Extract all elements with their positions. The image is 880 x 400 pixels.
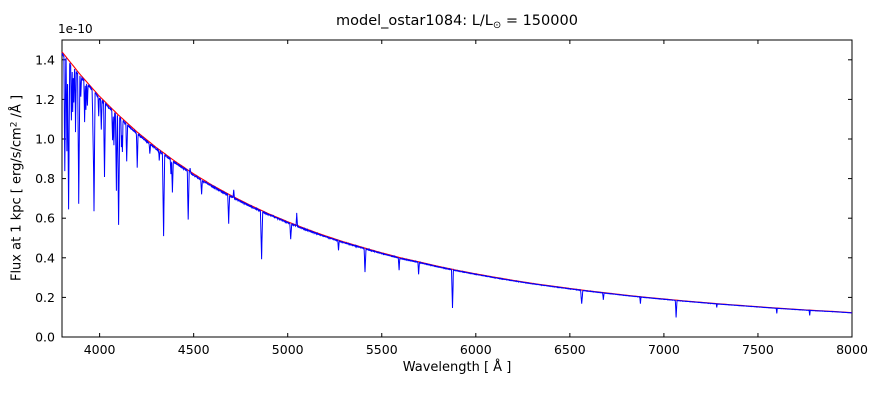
y-tick-label: 0.4 [35,250,55,265]
sun-symbol: ⊙ [492,20,502,31]
superscript-2: 2 [9,121,20,128]
y-tick-label: 0.2 [35,290,55,305]
y-tick-label: 0.0 [35,330,55,345]
y-axis-offset-label: 1e-10 [58,22,93,36]
plot-title-value: = 150000 [501,13,578,29]
x-axis-label: Wavelength [ Å ] [402,360,512,375]
y-tick-label: 1.0 [35,132,55,147]
continuum-line [61,51,853,314]
spectrum-line [61,52,853,318]
axes-frame [61,39,853,338]
y-tick-label: 0.8 [35,171,55,186]
x-tick-label: 7500 [742,342,774,357]
x-tick-label: 6500 [554,342,586,357]
y-tick-label: 1.4 [35,52,55,67]
x-tick-label: 5000 [272,342,304,357]
y-axis-label-text: Flux at 1 kpc [ erg/s/cm [9,127,25,282]
y-tick-label: 1.2 [35,92,55,107]
x-tick-label: 7000 [648,342,680,357]
x-tick-label: 8000 [836,342,868,357]
y-axis-label: Flux at 1 kpc [ erg/s/cm2 /Å ] [10,95,25,281]
x-tick-label: 5500 [366,342,398,357]
x-tick-label: 4500 [178,342,210,357]
y-tick-label: 0.6 [35,211,55,226]
y-axis-label-unit: /Å ] [9,94,25,122]
plot-title-text: model_ostar1084: L/L [336,13,493,29]
x-tick-label: 4000 [84,342,116,357]
plot-title: model_ostar1084: L/L⊙ = 150000 [62,13,852,31]
x-tick-label: 6000 [460,342,492,357]
